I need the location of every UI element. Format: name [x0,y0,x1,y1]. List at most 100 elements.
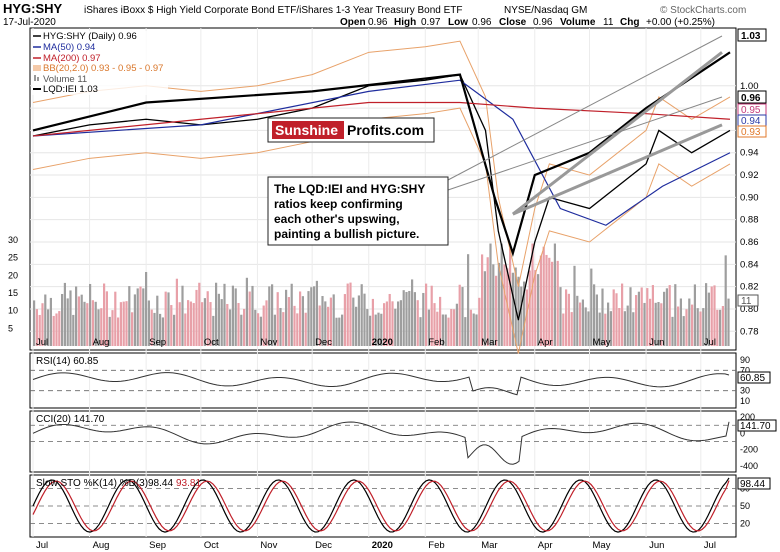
volume-bar [500,243,503,346]
volume-bar [458,284,461,346]
volume-label: Volume [560,17,596,28]
main-series [32,40,731,354]
volume-bar [511,272,514,346]
x-month-label: Jul [36,540,48,551]
volume-bar [433,303,436,346]
volume-bar [147,300,150,346]
svg-text:0.95: 0.95 [741,105,761,116]
volume-bar [581,299,584,346]
x-month-label: 2020 [372,337,393,348]
series-line-lqd-iei [32,51,731,257]
volume-bar [531,243,534,346]
volume-bar [385,301,388,346]
volume-bar [156,295,159,346]
brand-logo: Sunshine Profits.com [267,117,435,143]
volume-bar [691,304,694,346]
volume-bar [464,317,467,346]
volume-bar [150,309,153,346]
volume-bar [279,307,282,346]
indicator-tick-label: 10 [740,396,750,406]
volume-bar [447,317,450,346]
volume-bar [61,293,64,346]
volume-bar [66,298,69,346]
volume-bar [481,254,484,346]
volume-bar [567,293,570,346]
volume-bar [136,288,139,346]
volume-bar [391,301,394,346]
volume-bar [430,285,433,346]
sto-tag [737,477,771,490]
indicator-tick-label: 0 [740,428,745,438]
indicator-tick-label: 20 [740,518,750,528]
volume-bar [75,286,78,346]
y-tick-label: 0.86 [740,237,759,248]
volume-bar [304,312,307,346]
volume-bar [111,310,114,346]
low-label: Low [448,17,468,28]
volume-bar [668,285,671,346]
watermark: © StockCharts.com [660,5,746,16]
volume-bar [223,283,226,346]
y-tick-label: 0.84 [740,259,759,270]
volume-bar [293,305,296,346]
volume-value: 11 [603,17,614,28]
volume-bar [615,293,618,346]
x-month-label: Jun [649,540,664,551]
volume-bar [492,264,495,346]
volume-bar [49,297,52,346]
volume-bar [220,299,223,346]
volume-bar [332,294,335,346]
y-tick-label: 0.82 [740,282,759,293]
volume-bar [346,283,349,346]
volume-bar [419,317,422,346]
volume-bar [601,288,604,346]
trendline-upper [511,51,723,216]
rsi-label: RSI(14) 60.85 [36,356,99,367]
volume-bar [439,296,442,346]
volume-bar [178,302,181,346]
volume-bar [41,303,44,346]
volume-bar [629,287,632,346]
legend-bb: BB(20,2.0) 0.93 - 0.95 - 0.97 [43,63,163,74]
indicator-tick-label: 200 [740,412,755,422]
volume-bar [47,309,50,346]
sto-k-line [32,477,730,533]
volume-bar [503,264,506,346]
sto-d-line [32,480,730,532]
indicator-tick-label: -400 [740,461,758,471]
y-tick-label: 0.88 [740,215,759,226]
volume-bar [89,283,92,346]
volume-bar [640,287,643,346]
volume-bar [405,292,408,346]
volume-bar [240,314,243,346]
volume-bar [637,291,640,346]
volume-bar [654,302,657,346]
right-value-tags: 1.03 0.96 0.95 0.94 0.93 11 [737,28,767,307]
volume-bar [287,297,290,346]
volume-bar [534,270,537,346]
volume-bar [537,274,540,346]
volume-bar [436,311,439,346]
x-month-label: May [593,337,611,348]
volume-bar [276,292,279,346]
volume-bar [643,302,646,346]
volume-bar [77,296,80,346]
volume-bar [58,311,61,346]
legend-swatch-bb [33,65,41,71]
volume-tick-label: 20 [8,270,18,280]
cci-tag-value: 141.70 [740,421,771,432]
x-month-label: Aug [93,540,110,551]
volume-bar [206,291,209,346]
volume-bar [105,291,108,346]
volume-bar [192,303,195,346]
volume-bar [380,313,383,346]
volume-bar [411,279,414,346]
volume-bar [72,314,75,346]
volume-bar [299,291,302,346]
volume-bar [313,286,316,346]
volume-bar [551,261,554,346]
sto-k-value: 98.44 [148,478,173,489]
x-month-label: Jun [649,337,664,348]
volume-bar [231,285,234,346]
